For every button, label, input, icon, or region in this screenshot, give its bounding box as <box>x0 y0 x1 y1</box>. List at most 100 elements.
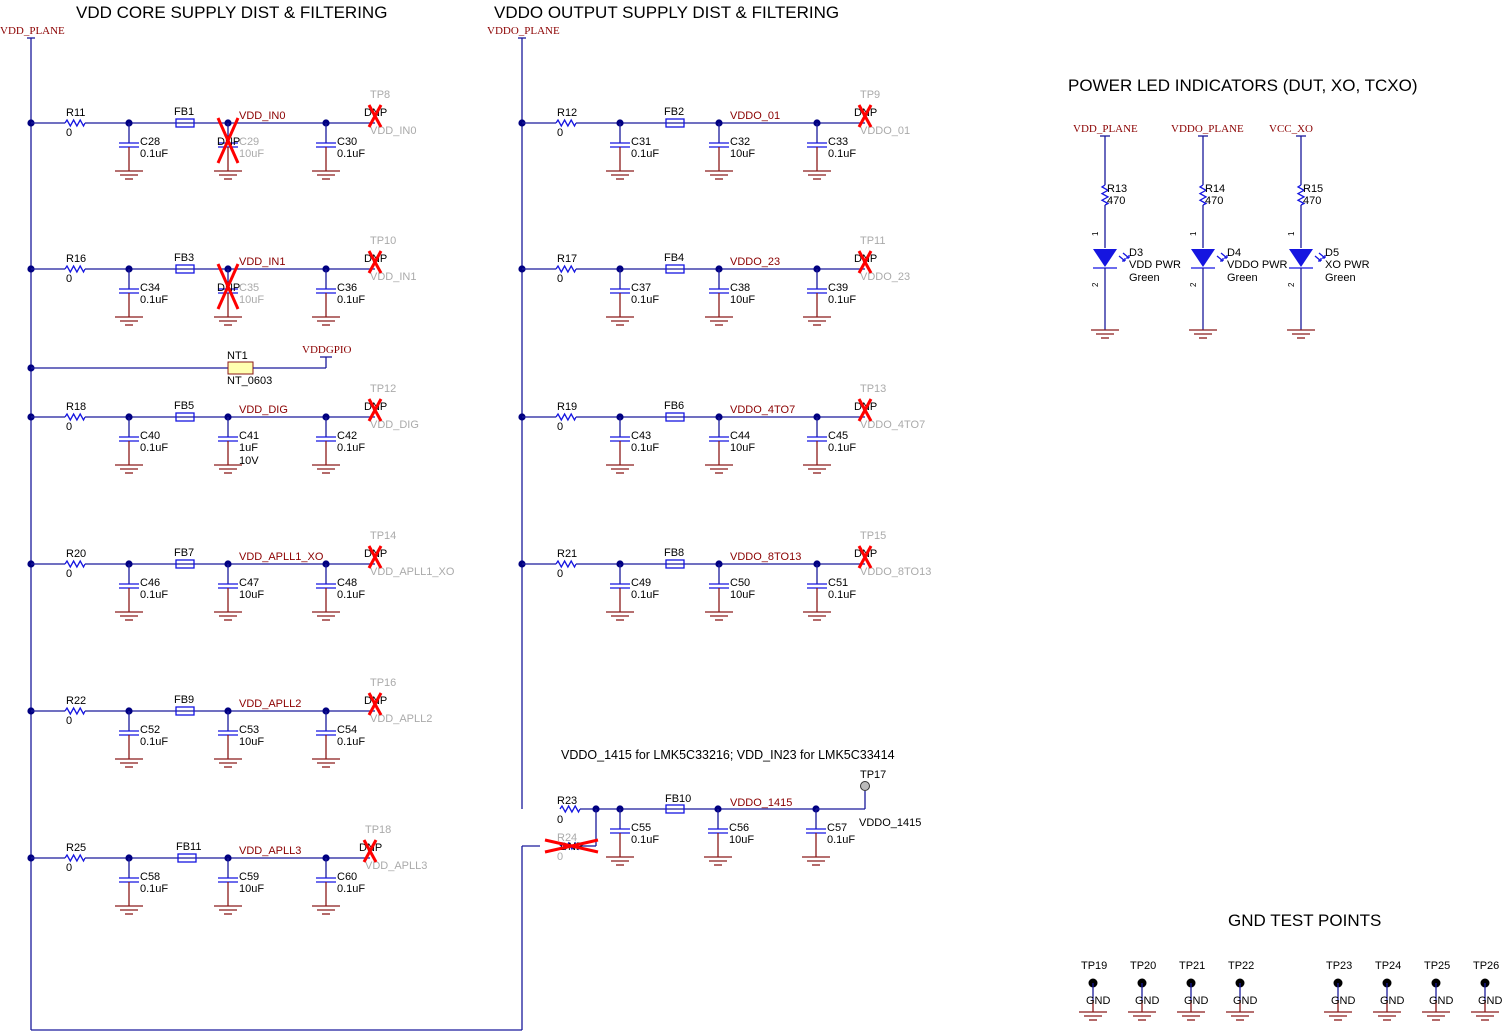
capacitor-value: 0.1uF <box>828 294 856 306</box>
led-power-port: VCC_XO <box>1269 123 1313 135</box>
test-point-net: GND <box>1478 995 1503 1007</box>
resistor-ref: R24 <box>557 832 577 844</box>
capacitor-ref: C51 <box>828 577 848 589</box>
test-point-net: VDD_APLL2 <box>370 713 432 725</box>
capacitor-ref: C44 <box>730 430 750 442</box>
resistor-ref: R20 <box>66 548 86 560</box>
capacitor-ref: C52 <box>140 724 160 736</box>
capacitor-value: 0.1uF <box>140 736 168 748</box>
capacitor-ref: C43 <box>631 430 651 442</box>
capacitor-value: 10uF <box>239 589 264 601</box>
resistor-value: 0 <box>66 127 72 139</box>
dnp-x-mark <box>216 117 240 164</box>
led-ref: D3 <box>1129 247 1143 259</box>
resistor-ref: R21 <box>557 548 577 560</box>
capacitor-ref: C33 <box>828 136 848 148</box>
capacitor-ref: C36 <box>337 282 357 294</box>
led-power-port: VDDO_PLANE <box>1171 123 1244 135</box>
dnp-x-mark <box>857 104 873 128</box>
capacitor-value: 1uF <box>239 442 258 454</box>
resistor-ref: R22 <box>66 695 86 707</box>
net-tie-ref: NT1 <box>227 350 248 362</box>
resistor-value: 470 <box>1205 195 1223 207</box>
ferrite-bead-icon <box>665 412 685 422</box>
test-point-ref: TP21 <box>1179 960 1205 972</box>
capacitor-value: 0.1uF <box>631 148 659 160</box>
test-point-net: GND <box>1233 995 1258 1007</box>
resistor-icon <box>555 118 577 128</box>
capacitor-value: 0.1uF <box>828 589 856 601</box>
resistor-ref: R19 <box>557 401 577 413</box>
led-value: VDDO PWR <box>1227 259 1288 271</box>
led-icon <box>1191 249 1215 267</box>
capacitor-value: 10uF <box>730 442 755 454</box>
port-vddo-plane: VDDO_PLANE <box>487 25 560 37</box>
net-label: VDDO_4TO7 <box>730 404 795 416</box>
test-point-ref: TP18 <box>365 824 391 836</box>
test-point-ref: TP25 <box>1424 960 1450 972</box>
capacitor-ref: C48 <box>337 577 357 589</box>
test-point-net: GND <box>1429 995 1454 1007</box>
ferrite-bead-icon <box>175 706 195 716</box>
capacitor-ref: C37 <box>631 282 651 294</box>
capacitor-value: 0.1uF <box>337 148 365 160</box>
ferrite-bead-ref: FB2 <box>664 106 684 118</box>
resistor-ref: R23 <box>557 795 577 807</box>
resistor-value: 0 <box>557 273 563 285</box>
capacitor-ref: C35 <box>239 282 259 294</box>
dnp-x-mark <box>367 104 383 128</box>
capacitor-value: 0.1uF <box>140 294 168 306</box>
capacitor-ref: C59 <box>239 871 259 883</box>
resistor-icon <box>1100 184 1110 206</box>
capacitor-ref: C53 <box>239 724 259 736</box>
test-point-ref: TP8 <box>370 89 390 101</box>
dnp-x-mark <box>367 250 383 274</box>
test-point-ref: TP11 <box>860 235 885 247</box>
test-point-ref: TP16 <box>370 677 396 689</box>
capacitor-ref: C58 <box>140 871 160 883</box>
ferrite-bead-ref: FB9 <box>174 694 194 706</box>
net-tie-icon <box>227 361 254 375</box>
resistor-value: 0 <box>66 715 72 727</box>
test-point-ref: TP20 <box>1130 960 1156 972</box>
net-label: VDDO_1415 <box>730 797 792 809</box>
ferrite-bead-ref: FB5 <box>174 400 194 412</box>
resistor-ref: R16 <box>66 253 86 265</box>
led-ref: D4 <box>1227 247 1241 259</box>
capacitor-ref: C29 <box>239 136 259 148</box>
led-icon <box>1093 249 1117 267</box>
resistor-value: 470 <box>1303 195 1321 207</box>
capacitor-value: 0.1uF <box>140 883 168 895</box>
led-value: VDD PWR <box>1129 259 1181 271</box>
capacitor-value: 10uF <box>729 834 754 846</box>
resistor-icon <box>64 559 86 569</box>
capacitor-value: 10uF <box>730 589 755 601</box>
capacitor-value: 0.1uF <box>631 589 659 601</box>
port-vddgpio: VDDGPIO <box>302 344 352 356</box>
resistor-icon <box>1296 184 1306 206</box>
test-point-ref: TP24 <box>1375 960 1401 972</box>
resistor-icon <box>64 412 86 422</box>
capacitor-ref: C56 <box>729 822 749 834</box>
capacitor-value: 10uF <box>730 148 755 160</box>
capacitor-ref: C60 <box>337 871 357 883</box>
pin-number: 1 <box>1091 231 1100 236</box>
capacitor-ref: C50 <box>730 577 750 589</box>
capacitor-ref: C39 <box>828 282 848 294</box>
capacitor-ref: C46 <box>140 577 160 589</box>
capacitor-value: 0.1uF <box>140 148 168 160</box>
test-point-ref: TP22 <box>1228 960 1254 972</box>
dnp-x-mark <box>216 263 240 310</box>
title-led: POWER LED INDICATORS (DUT, XO, TCXO) <box>1068 76 1417 95</box>
capacitor-ref: C47 <box>239 577 259 589</box>
title-gnd-tp: GND TEST POINTS <box>1228 911 1381 930</box>
net-tie-value: NT_0603 <box>227 375 272 387</box>
net-label: VDD_APLL2 <box>239 698 301 710</box>
capacitor-rating: 10V <box>239 455 259 467</box>
ferrite-bead-icon <box>175 412 195 422</box>
light-emission-icon <box>1216 252 1228 262</box>
ferrite-bead-ref: FB7 <box>174 547 194 559</box>
capacitor-value: 0.1uF <box>337 589 365 601</box>
ferrite-bead-icon <box>665 118 685 128</box>
